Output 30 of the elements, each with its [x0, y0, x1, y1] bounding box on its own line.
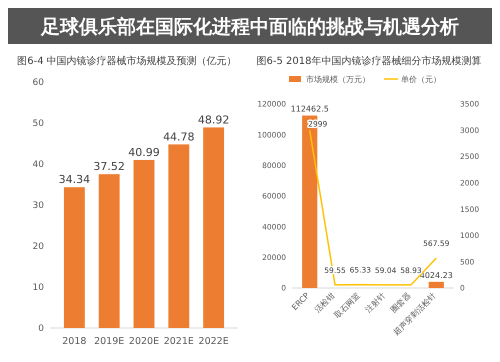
bar — [203, 127, 224, 328]
y-tick-label: 30 — [32, 201, 44, 212]
bar — [168, 144, 190, 328]
data-label: 40.99 — [128, 146, 160, 159]
x-tick-label: 注射针 — [364, 291, 388, 314]
y-tick-label: 10 — [32, 283, 44, 294]
chart-title: 图6-5 2018年中国内镜诊疗器械细分市场规模测算 — [256, 55, 482, 67]
text: 足球俱乐部在国际化进程中面临的挑战与机遇分析 — [40, 16, 459, 38]
data-label: 48.92 — [198, 113, 230, 126]
x-tick-label: 2018 — [62, 336, 86, 347]
chart-title: 图6-4 中国内镜诊疗器械市场规模及预测（亿元） — [17, 55, 237, 67]
data-label: 44.78 — [163, 130, 195, 144]
data-label: 112462.5 — [290, 104, 329, 114]
x-tick-label: 2020E — [128, 336, 160, 347]
y-tick-label: 0 — [38, 324, 44, 334]
legend-label: 单价（元） — [401, 75, 441, 84]
legend-label: 市场规模（万元） — [306, 75, 370, 84]
bar — [98, 174, 120, 328]
x-tick-label: 2019E — [94, 336, 124, 347]
bar — [134, 160, 154, 328]
y-tick-label: 60 — [32, 78, 44, 88]
data-label: 34.34 — [58, 173, 90, 186]
data-label: 37.52 — [93, 160, 125, 174]
x-tick-label: 2021E — [164, 336, 194, 347]
y-tick-label: 20 — [32, 242, 44, 252]
bar — [64, 187, 85, 328]
y-tick-label: 40 — [32, 160, 44, 170]
data-label: 4024.23 — [420, 270, 453, 280]
y-tick-label: 50 — [32, 119, 44, 130]
x-tick-label: 2022E — [198, 336, 229, 347]
